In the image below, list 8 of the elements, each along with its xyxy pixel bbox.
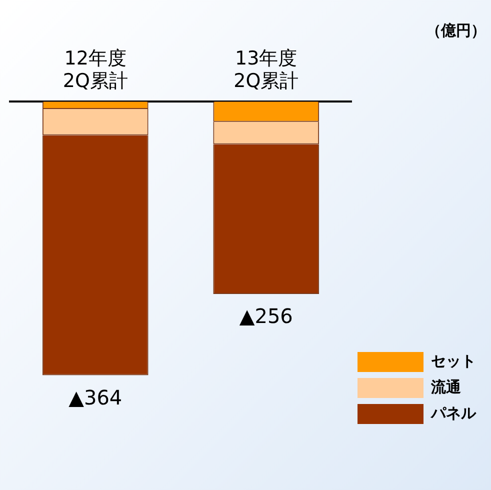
legend-label: パネル — [430, 404, 477, 422]
x-tick-label: 12年度 2Q累計 — [62, 47, 128, 92]
y-axis-title: （億円） — [426, 21, 486, 40]
annotation: ▲256 — [239, 304, 293, 328]
x-tick-label: 13年度 2Q累計 — [234, 47, 299, 92]
annotation: ▲364 — [68, 385, 122, 410]
legend-label: セット — [431, 352, 476, 370]
legend-label: 流通 — [430, 378, 462, 396]
